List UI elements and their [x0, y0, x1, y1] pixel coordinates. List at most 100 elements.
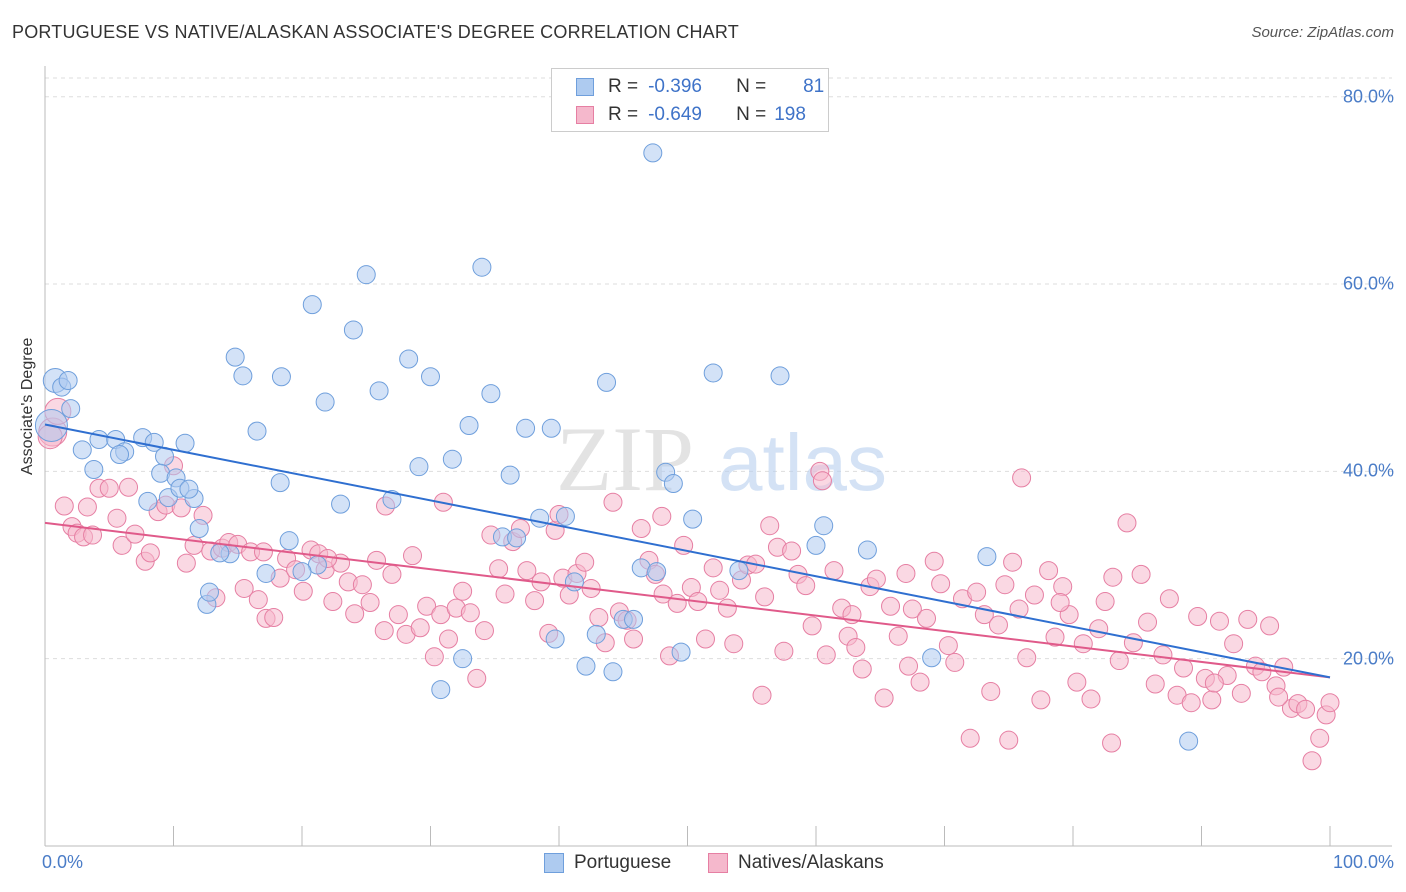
- data-point-portuguese: [576, 656, 596, 676]
- data-point-natives: [1081, 689, 1101, 709]
- data-point-natives: [824, 561, 844, 581]
- data-point-natives: [417, 596, 437, 616]
- data-point-portuguese: [683, 509, 703, 529]
- data-point-portuguese: [770, 366, 790, 386]
- legend-item-natives[interactable]: Natives/Alaskans: [708, 852, 884, 874]
- data-point-natives: [424, 647, 444, 667]
- data-point-natives: [1039, 561, 1059, 581]
- data-point-portuguese: [256, 563, 276, 583]
- data-point-natives: [352, 575, 372, 595]
- data-point-portuguese: [597, 372, 617, 392]
- data-point-portuguese: [58, 371, 78, 391]
- data-point-natives: [1017, 648, 1037, 668]
- data-point-natives: [802, 616, 822, 636]
- y-tick-label: 20.0%: [1342, 648, 1394, 669]
- data-point-natives: [782, 541, 802, 561]
- watermark-atlas: atlas: [718, 418, 887, 507]
- data-point-natives: [367, 550, 387, 570]
- data-point-natives: [575, 552, 595, 572]
- data-point-natives: [1045, 627, 1065, 647]
- y-tick-label: 40.0%: [1342, 460, 1394, 481]
- data-point-natives: [888, 626, 908, 646]
- data-point-natives: [1009, 599, 1029, 619]
- data-point-portuguese: [663, 474, 683, 494]
- swatch-portuguese: [576, 78, 594, 96]
- data-point-natives: [631, 518, 651, 538]
- data-point-portuguese: [586, 624, 606, 644]
- data-point-portuguese: [472, 257, 492, 277]
- data-point-natives: [710, 580, 730, 600]
- data-point-natives: [796, 576, 816, 596]
- n-value: 198: [774, 104, 806, 125]
- data-point-natives: [495, 584, 515, 604]
- stats-legend: R = -0.396 N = 81 R = -0.649 N = 198: [551, 68, 829, 132]
- data-point-natives: [703, 558, 723, 578]
- watermark: ZIP atlas: [556, 408, 887, 510]
- trend-lines: [44, 423, 1331, 679]
- data-point-portuguese: [481, 384, 501, 404]
- data-point-portuguese: [199, 582, 219, 602]
- data-point-portuguese: [442, 449, 462, 469]
- data-point-natives: [899, 656, 919, 676]
- data-point-natives: [1003, 552, 1023, 572]
- data-point-natives: [474, 621, 494, 641]
- data-point-natives: [1103, 567, 1123, 587]
- data-point-natives: [1296, 699, 1316, 719]
- data-point-portuguese: [302, 295, 322, 315]
- data-point-portuguese: [431, 680, 451, 700]
- trend-line-portuguese: [44, 423, 1331, 679]
- n-label: N =: [736, 104, 767, 125]
- data-point-portuguese: [814, 516, 834, 536]
- data-point-natives: [345, 604, 365, 624]
- legend-item-portuguese[interactable]: Portuguese: [544, 852, 671, 874]
- data-point-natives: [652, 506, 672, 526]
- data-point-natives: [1138, 612, 1158, 632]
- data-point-natives: [1188, 607, 1208, 627]
- data-point-natives: [460, 603, 480, 623]
- data-point-portuguese: [977, 547, 997, 567]
- data-point-natives: [140, 543, 160, 563]
- data-point-natives: [1231, 683, 1251, 703]
- data-point-natives: [1302, 751, 1322, 771]
- data-point-natives: [999, 730, 1019, 750]
- data-point-portuguese: [545, 629, 565, 649]
- y-tick-label: 60.0%: [1342, 273, 1394, 294]
- data-point-natives: [881, 596, 901, 616]
- watermark-zip: ZIP: [556, 408, 694, 510]
- data-point-portuguese: [382, 489, 402, 509]
- data-point-natives: [83, 525, 103, 545]
- data-point-natives: [112, 535, 132, 555]
- data-point-portuguese: [421, 367, 440, 387]
- data-point-natives: [995, 575, 1015, 595]
- data-point-natives: [1067, 672, 1087, 692]
- data-point-natives: [1095, 592, 1115, 612]
- data-point-portuguese: [507, 528, 527, 548]
- data-point-natives: [489, 559, 509, 579]
- data-point-natives: [1123, 633, 1143, 653]
- data-point-natives: [896, 563, 916, 583]
- data-point-portuguese: [175, 433, 195, 453]
- data-point-natives: [1153, 645, 1173, 665]
- data-point-portuguese: [138, 491, 158, 511]
- trend-line-natives: [44, 521, 1331, 679]
- legend-swatch-natives: [708, 853, 728, 873]
- data-point-natives: [171, 498, 191, 518]
- data-point-natives: [1050, 592, 1070, 612]
- data-point-portuguese: [356, 265, 376, 285]
- data-point-portuguese: [624, 609, 644, 629]
- data-point-portuguese: [72, 440, 92, 460]
- data-point-natives: [988, 615, 1008, 635]
- data-point-portuguese: [530, 508, 550, 528]
- axes: [44, 66, 1392, 847]
- data-point-natives: [1117, 513, 1137, 533]
- data-point-portuguese: [603, 662, 623, 682]
- data-point-natives: [176, 553, 196, 573]
- data-point-natives: [1224, 634, 1244, 654]
- source-label: Source: ZipAtlas.com: [1251, 24, 1394, 41]
- data-point-natives: [1073, 634, 1093, 654]
- data-point-natives: [234, 578, 254, 598]
- data-point-natives: [1204, 673, 1224, 693]
- data-point-natives: [77, 497, 97, 517]
- data-point-portuguese: [210, 543, 230, 563]
- data-point-portuguese: [500, 465, 520, 485]
